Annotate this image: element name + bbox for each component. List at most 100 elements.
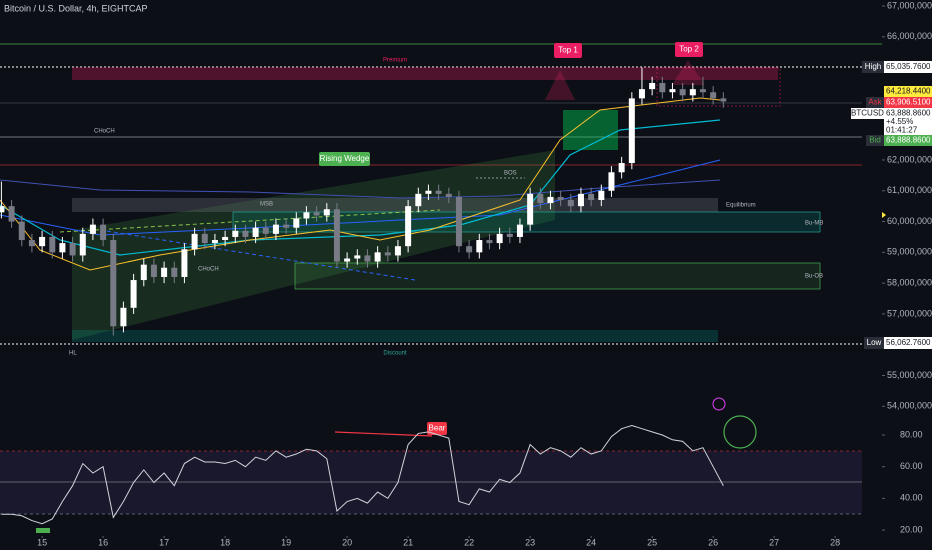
y-tick-label: 66,000,000.0000 xyxy=(887,31,932,41)
label-box xyxy=(554,43,582,58)
candle-body xyxy=(283,224,290,228)
annotation: Bu-OB xyxy=(805,274,823,280)
y-tick-label: 60.00 xyxy=(900,461,923,471)
candle-body xyxy=(293,218,300,228)
x-tick-label: 18 xyxy=(220,537,230,547)
candle-body xyxy=(537,193,544,204)
candle-body xyxy=(262,227,269,234)
tag-box xyxy=(864,337,884,349)
candle-body xyxy=(527,193,534,225)
price-tags: High 65,035.7600 64,218.4400 Ask 63,906.… xyxy=(851,61,932,349)
candle-body xyxy=(130,280,137,308)
candle-body xyxy=(252,227,259,237)
annotation: Top 1 xyxy=(558,46,578,55)
candle-body xyxy=(628,98,635,164)
candle-body xyxy=(364,255,371,262)
candle-body xyxy=(506,233,513,237)
candle-body xyxy=(455,196,462,247)
candle-body xyxy=(0,206,5,213)
candle-body xyxy=(222,236,229,241)
candle-body xyxy=(415,193,422,207)
annotation: Discount xyxy=(383,351,407,357)
y-tick-label: 20.00 xyxy=(900,524,923,534)
tag-label: BTCUSD xyxy=(851,109,884,118)
candle-body xyxy=(496,233,503,244)
candle-body xyxy=(588,193,595,200)
candle-body xyxy=(669,89,676,93)
highlight-circle xyxy=(723,415,757,449)
candle-body xyxy=(425,190,432,194)
candle-body xyxy=(120,307,127,327)
annotation: Top 2 xyxy=(679,45,699,54)
candle-body xyxy=(89,224,96,234)
green-zone xyxy=(563,110,618,150)
candle-body xyxy=(354,255,361,259)
tag-value: 56,062.7600 xyxy=(886,338,931,347)
candle-body xyxy=(59,243,66,253)
candle-body xyxy=(638,89,645,99)
alert-icon xyxy=(712,397,726,411)
tag-box xyxy=(862,61,884,73)
candle-body xyxy=(211,240,218,244)
divergence-line xyxy=(334,431,433,437)
tag-value: 63,906.5100 xyxy=(886,98,931,107)
top-zone xyxy=(545,70,575,100)
tag-countdown: 01:41:27 xyxy=(886,126,918,135)
tag-value: 64,218.4400 xyxy=(886,87,931,96)
label-box xyxy=(319,152,370,166)
rsi-band xyxy=(0,451,862,514)
x-tick-label: 20 xyxy=(342,537,352,547)
candle-body xyxy=(598,190,605,200)
candle-body xyxy=(171,267,178,277)
tag-change: +4.55% xyxy=(886,117,913,126)
candle-body xyxy=(679,89,686,96)
x-tick-label: 25 xyxy=(647,537,657,547)
marker xyxy=(882,212,886,218)
x-tick-label: 15 xyxy=(37,537,47,547)
tag-box xyxy=(866,135,884,146)
y-tick-label: 67,000,000.0000 xyxy=(887,0,932,10)
tag-box xyxy=(884,61,932,73)
annotation: HL xyxy=(69,351,77,357)
candle-body xyxy=(313,212,320,216)
x-tick-label: 28 xyxy=(830,537,840,547)
tag-box xyxy=(866,97,884,108)
equilibrium-zone xyxy=(72,198,718,212)
candle-body xyxy=(445,193,452,197)
candle-body xyxy=(242,230,249,237)
x-tick-label: 16 xyxy=(98,537,108,547)
candle-body xyxy=(8,206,15,222)
x-tick-label: 24 xyxy=(586,537,596,547)
ema-line xyxy=(0,97,721,271)
x-tick-label: 23 xyxy=(525,537,535,547)
candle-body xyxy=(333,209,340,262)
annotation: CHoCH xyxy=(198,267,219,273)
premium-zone xyxy=(72,67,778,80)
wedge-line xyxy=(59,209,441,233)
y-tick-label: 58,000,000.0000 xyxy=(887,278,932,288)
candle-body xyxy=(567,199,574,207)
label-box xyxy=(675,42,703,57)
candle-body xyxy=(140,264,147,281)
candle-body xyxy=(516,224,523,237)
candle-body xyxy=(710,92,717,99)
tag-box xyxy=(884,108,932,135)
tag-box xyxy=(851,108,884,119)
ema-line xyxy=(0,119,721,256)
tag-label: Bid xyxy=(869,136,881,145)
y-tick-label: 40.00 xyxy=(900,493,923,503)
tag-box xyxy=(884,97,932,108)
candle-body xyxy=(344,258,351,262)
y-tick-label: 54,000,000.0000 xyxy=(887,401,932,411)
candle-body xyxy=(110,240,117,327)
candle-body xyxy=(69,243,76,256)
tag-label: Low xyxy=(867,338,882,347)
candle-body xyxy=(699,89,706,93)
candle-body xyxy=(649,82,656,90)
candle-body xyxy=(272,224,279,234)
tag-value: 65,035.7600 xyxy=(886,62,931,71)
tag-label: High xyxy=(865,62,881,71)
candle-body xyxy=(394,246,401,256)
candle-body xyxy=(191,233,198,250)
candle-body xyxy=(79,233,86,256)
